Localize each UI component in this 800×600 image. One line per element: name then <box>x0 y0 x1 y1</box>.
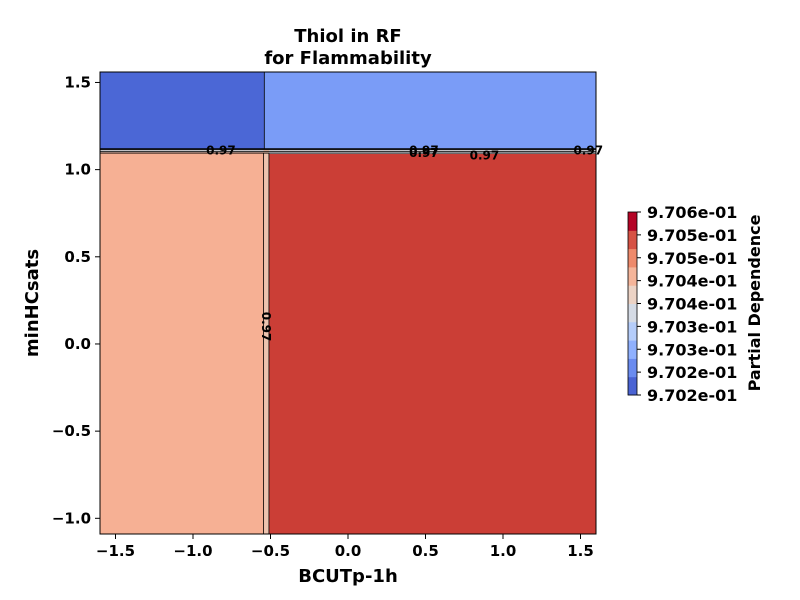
contour-label: 0.97 <box>409 143 439 157</box>
x-axis-label: BCUTp-1h <box>298 566 398 587</box>
x-tick-label: 1.0 <box>490 542 517 560</box>
chart-title-line2: for Flammability <box>264 48 432 69</box>
colorbar-segment <box>628 285 637 304</box>
y-axis-ticks: −1.0 −0.5 0.0 0.5 1.0 1.5 <box>52 73 100 527</box>
y-tick-label: −1.0 <box>52 509 91 527</box>
contour-lines <box>100 72 596 534</box>
colorbar-segment <box>628 321 637 341</box>
x-tick-label: 1.5 <box>567 542 594 560</box>
x-tick-label: 0.0 <box>335 542 362 560</box>
y-tick-label: 1.5 <box>64 73 91 91</box>
y-tick-label: 1.0 <box>64 161 91 179</box>
colorbar-tick-label: 9.703e-01 <box>647 317 737 336</box>
colorbar-tick-label: 9.703e-01 <box>647 340 737 359</box>
x-tick-label: 0.5 <box>412 542 439 560</box>
colorbar-tick-label: 9.704e-01 <box>647 272 737 291</box>
y-tick-label: 0.5 <box>64 248 91 266</box>
x-axis-ticks: −1.5 −1.0 −0.5 0.0 0.5 1.0 1.5 <box>96 534 594 560</box>
colorbar-tick-label: 9.702e-01 <box>647 363 737 382</box>
colorbar-tick-label: 9.704e-01 <box>647 295 737 314</box>
region-bottom-right <box>268 153 596 534</box>
contour-label: 0.97 <box>409 146 439 160</box>
contour-label: 0.97 <box>470 149 500 163</box>
y-axis-label: minHCsats <box>22 249 43 357</box>
colorbar-segment <box>628 266 637 286</box>
colorbar-segment <box>628 376 637 396</box>
contour-label: 0.97 <box>259 312 273 342</box>
contour-label: 0.97 <box>573 143 603 157</box>
contour-labels: 0.97 0.970.97 0.97 0.970.97 <box>206 143 603 341</box>
x-tick-label: −1.5 <box>96 542 135 560</box>
x-tick-label: −1.0 <box>173 542 212 560</box>
colorbar-tick-label: 9.702e-01 <box>647 386 737 405</box>
region-top-left <box>100 72 265 149</box>
colorbar-tick-label: 9.705e-01 <box>647 249 737 268</box>
region-bottom-left <box>100 152 265 534</box>
heatmap-regions <box>100 72 596 534</box>
contour-label: 0.97 <box>206 143 236 157</box>
chart-title-line1: Thiol in RF <box>294 26 401 47</box>
colorbar-segment <box>628 212 637 231</box>
y-tick-label: 0.0 <box>64 335 91 353</box>
region-top-right <box>264 72 596 149</box>
colorbar-tick-label: 9.705e-01 <box>647 226 737 245</box>
colorbar-tick-label: 9.706e-01 <box>647 203 737 222</box>
contour-band-vertical <box>263 72 269 534</box>
x-tick-label: −0.5 <box>251 542 290 560</box>
colorbar-segment <box>628 248 637 268</box>
colorbar-segment <box>628 340 637 359</box>
colorbar-label: Partial Dependence <box>745 214 764 391</box>
y-tick-label: −0.5 <box>52 422 91 440</box>
colorbar: 9.706e-01 9.705e-01 9.705e-01 9.704e-01 9.70… <box>627 203 737 405</box>
colorbar-segment <box>628 303 637 323</box>
colorbar-segment <box>628 358 637 378</box>
colorbar-segment <box>628 230 637 250</box>
